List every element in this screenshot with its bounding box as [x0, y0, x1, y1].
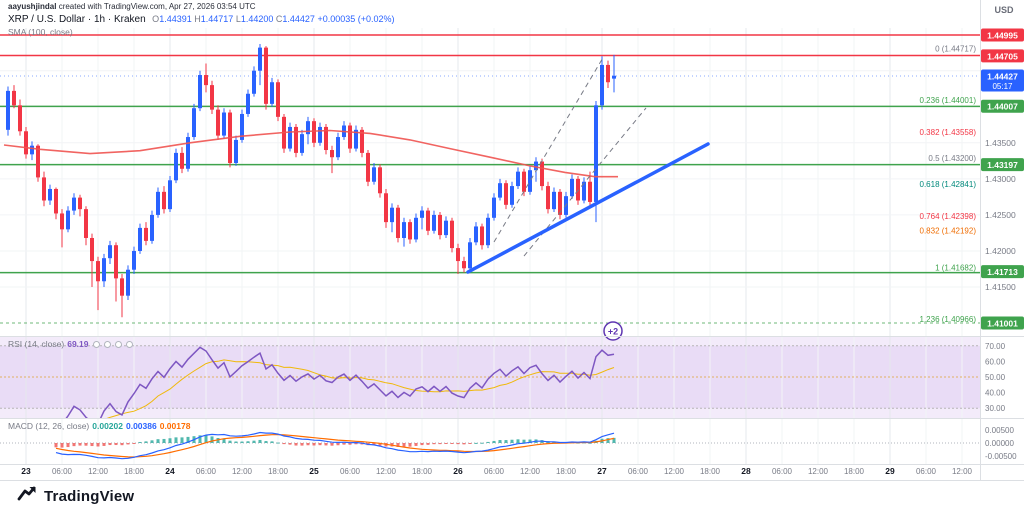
fib-label: 0.764 (1.42398) [920, 212, 977, 221]
time-axis-label: 12:00 [232, 467, 253, 476]
price-badge [981, 99, 1024, 113]
fib-label: 0.618 (1.42841) [920, 180, 977, 189]
fib-label: 0.5 (1.43200) [928, 154, 976, 163]
price-badge [981, 69, 1024, 92]
time-axis-label: 12:00 [376, 467, 397, 476]
time-axis-label: 12:00 [664, 467, 685, 476]
rsi-ma-line [106, 359, 615, 418]
price-axis-tick: 1.43000 [985, 174, 1016, 184]
time-axis-label: 06:00 [772, 467, 793, 476]
time-axis-label: 18:00 [700, 467, 721, 476]
time-axis-label: 18:00 [556, 467, 577, 476]
sma-line [3, 129, 618, 178]
macd-axis-tick: 0.00000 [985, 439, 1014, 448]
time-axis-label: 24 [165, 466, 175, 476]
fib-label: 0.832 (1.42192) [920, 227, 977, 236]
time-axis-label: 18:00 [412, 467, 433, 476]
annotation-text: +2 [608, 327, 618, 337]
macd-line [55, 431, 615, 460]
time-axis-label: 06:00 [52, 467, 73, 476]
time-axis-label: 12:00 [88, 467, 109, 476]
rsi-axis-tick: 40.00 [985, 389, 1006, 398]
fib-label: 0.236 (1.44001) [920, 96, 977, 105]
svg-text:1.44007: 1.44007 [987, 102, 1018, 112]
macd-axis-tick: 0.00500 [985, 426, 1014, 435]
time-axis-label: 06:00 [340, 467, 361, 476]
svg-text:1.44705: 1.44705 [987, 51, 1018, 61]
svg-text:1.44427: 1.44427 [987, 71, 1018, 81]
candle-countdown: 05:17 [992, 82, 1013, 91]
svg-text:1.44995: 1.44995 [987, 31, 1018, 41]
trendline [466, 142, 710, 274]
time-axis-label: 26 [453, 466, 463, 476]
time-axis-label: 06:00 [916, 467, 937, 476]
rsi-axis-tick: 30.00 [985, 404, 1006, 413]
time-axis-label: 29 [885, 466, 895, 476]
svg-text:1.43197: 1.43197 [987, 160, 1018, 170]
time-axis-label: 25 [309, 466, 319, 476]
time-axis-label: 27 [597, 466, 607, 476]
time-axis-label: 28 [741, 466, 751, 476]
fib-label: 0.382 (1.43558) [920, 128, 977, 137]
tradingview-logo-icon[interactable] [16, 483, 38, 510]
time-axis-label: 18:00 [124, 467, 145, 476]
price-badge [981, 265, 1024, 279]
rsi-line [65, 346, 615, 418]
price-badge [981, 49, 1024, 63]
macd-signal-line [55, 433, 615, 458]
rsi-axis-tick: 50.00 [985, 373, 1006, 382]
price-badge [981, 158, 1024, 172]
time-axis-label: 12:00 [952, 467, 973, 476]
macd-axis-tick: -0.00500 [985, 452, 1017, 461]
time-axis-label: 23 [21, 466, 31, 476]
fib-label: 1.236 (1.40966) [920, 315, 977, 324]
price-axis-tick: 1.42000 [985, 246, 1016, 256]
price-axis-tick: 1.43500 [985, 138, 1016, 148]
price-axis-tick: 1.42500 [985, 210, 1016, 220]
time-axis-label: 06:00 [628, 467, 649, 476]
price-axis-tick: 1.41500 [985, 282, 1016, 292]
tradingview-wordmark[interactable]: TradingView [44, 488, 135, 505]
footer-bar: TradingView [0, 481, 1024, 512]
rsi-axis-tick: 60.00 [985, 357, 1006, 366]
time-axis-label: 12:00 [808, 467, 829, 476]
fib-label: 0 (1.44717) [935, 45, 976, 54]
price-badge [981, 316, 1024, 330]
svg-text:1.41713: 1.41713 [987, 267, 1018, 277]
price-badge [981, 28, 1024, 42]
rsi-axis-tick: 70.00 [985, 342, 1006, 351]
time-axis-label: 06:00 [196, 467, 217, 476]
dashed-projection-line [493, 55, 605, 243]
time-axis-label: 06:00 [484, 467, 505, 476]
svg-text:1.41001: 1.41001 [987, 319, 1018, 329]
time-axis-label: 18:00 [844, 467, 865, 476]
annotation-circle [603, 321, 623, 341]
time-axis-label: 18:00 [268, 467, 289, 476]
fib-label: 1 (1.41682) [935, 263, 976, 272]
time-axis-label: 12:00 [520, 467, 541, 476]
